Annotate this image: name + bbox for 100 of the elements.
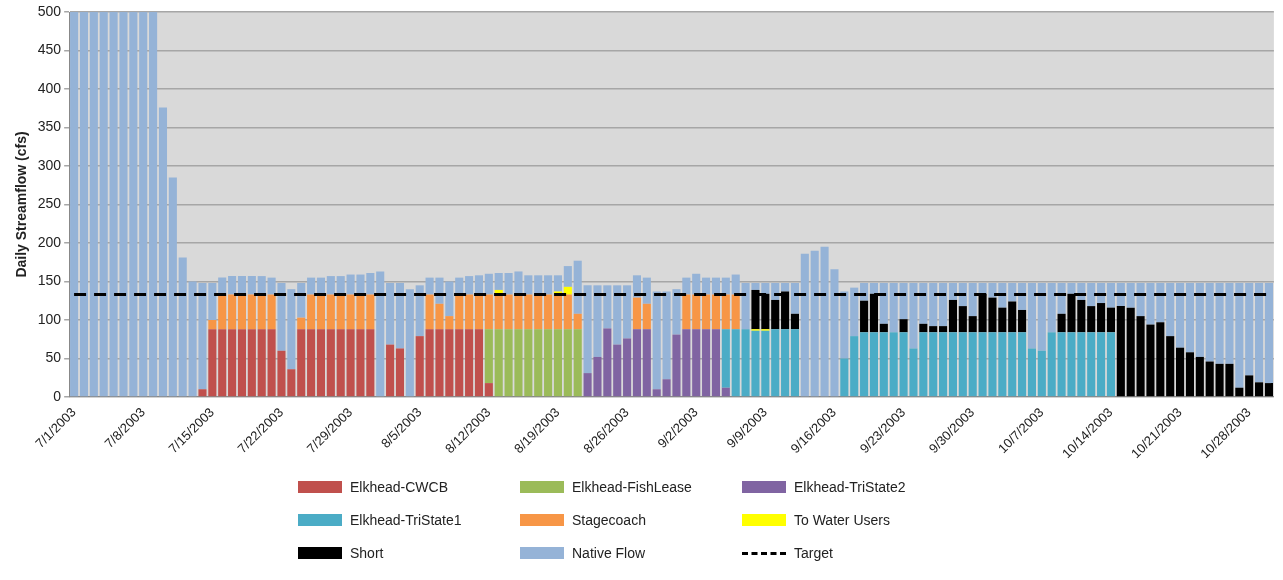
bar (336, 294, 345, 330)
bar (692, 329, 701, 397)
bar (553, 294, 563, 330)
bar (208, 319, 217, 330)
bar (731, 294, 740, 330)
bar (958, 306, 967, 333)
bar (1245, 375, 1254, 397)
legend-label: Stagecoach (572, 512, 646, 528)
bar (247, 276, 256, 295)
bar (642, 303, 651, 330)
bar (257, 294, 266, 330)
bar (405, 289, 414, 397)
bar (692, 294, 701, 330)
legend-label: Elkhead-TriState1 (350, 512, 462, 528)
bar (1126, 283, 1135, 308)
bar (1166, 283, 1175, 337)
bar (415, 336, 424, 397)
bar (395, 348, 405, 397)
bar (939, 326, 948, 333)
bar (1235, 283, 1244, 388)
bar (484, 273, 493, 295)
bar (623, 338, 632, 397)
bar (484, 383, 493, 397)
bar (474, 275, 484, 295)
bar (711, 294, 721, 330)
bar (939, 332, 948, 397)
bar (326, 276, 335, 295)
bar (1087, 306, 1096, 333)
bar (297, 283, 306, 318)
bar (800, 253, 809, 397)
bar (889, 283, 898, 333)
bar (781, 283, 790, 292)
y-tick-label: 400 (37, 79, 62, 96)
bar (948, 332, 957, 397)
legend-label: Elkhead-TriState2 (794, 479, 906, 495)
bar (652, 291, 661, 390)
bar (465, 329, 474, 397)
bar (1176, 347, 1185, 397)
bar (1235, 387, 1244, 397)
bar (702, 277, 711, 295)
y-axis-title: Daily Streamflow (cfs) (13, 131, 30, 278)
bar (563, 266, 572, 287)
bar (860, 332, 869, 397)
bar (228, 276, 237, 295)
bar (1018, 332, 1027, 397)
bar (1097, 303, 1106, 333)
bar (307, 329, 316, 397)
bar (790, 329, 800, 397)
bar (99, 12, 108, 397)
bar (1008, 283, 1017, 302)
bar (623, 285, 632, 339)
bar (711, 329, 721, 397)
y-tick-label: 500 (37, 2, 62, 19)
bar (810, 250, 819, 397)
bar (702, 294, 711, 330)
legend-label: Target (794, 545, 833, 561)
bar (652, 389, 661, 397)
bar (879, 283, 888, 324)
legend-label: To Water Users (794, 512, 890, 528)
bar (307, 294, 316, 330)
bar (474, 294, 484, 330)
bar (79, 12, 89, 397)
bar (307, 277, 316, 295)
bar (168, 177, 177, 397)
bar (267, 294, 276, 330)
bar (1116, 306, 1125, 397)
bar (465, 294, 474, 330)
bar (1106, 332, 1115, 397)
bar (1195, 283, 1204, 357)
bar (1097, 332, 1106, 397)
bar (1018, 309, 1027, 333)
bar (316, 294, 326, 330)
bar (1255, 382, 1264, 397)
bar (1185, 352, 1194, 397)
bar (721, 387, 730, 397)
bar (1176, 283, 1185, 348)
bar (919, 323, 928, 333)
bar (1047, 283, 1056, 333)
bar (948, 283, 957, 300)
bar (1245, 283, 1254, 376)
bar (860, 300, 869, 333)
bar (771, 329, 780, 397)
bar (958, 332, 967, 397)
bar (899, 319, 908, 333)
bar (850, 287, 859, 337)
bar (247, 329, 256, 397)
bar (1264, 383, 1273, 397)
bar (544, 294, 553, 330)
bar (158, 107, 168, 397)
y-tick-label: 350 (37, 118, 62, 135)
bar (218, 294, 227, 330)
bar (642, 329, 651, 397)
bar (316, 329, 326, 397)
bar (948, 299, 957, 333)
bar (929, 326, 938, 333)
y-tick-label: 200 (37, 233, 62, 250)
bar (1087, 283, 1096, 307)
bar (553, 329, 563, 397)
bar (573, 260, 582, 314)
bar (632, 297, 642, 330)
